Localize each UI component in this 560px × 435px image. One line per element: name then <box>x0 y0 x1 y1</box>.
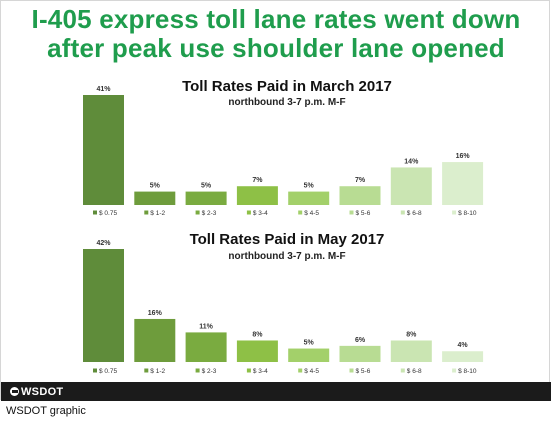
bar-4 <box>236 340 278 362</box>
bar-6 <box>339 345 381 362</box>
headline: I-405 express toll lane rates went down … <box>1 5 551 63</box>
footer-bar: WSDOT <box>1 382 551 401</box>
legend-swatch <box>452 368 457 373</box>
chart-title: Toll Rates Paid in March 2017 <box>182 78 392 95</box>
data-label: 7% <box>355 177 366 184</box>
bar-8 <box>442 162 484 205</box>
data-label: 5% <box>304 183 315 190</box>
bar-8 <box>442 351 484 362</box>
chart-subtitle: northbound 3-7 p.m. M-F <box>228 251 345 262</box>
bar-1 <box>83 95 124 205</box>
legend-label: $ 8-10 <box>458 210 477 217</box>
legend-swatch <box>93 210 97 215</box>
legend-label: $ 1-2 <box>150 210 165 217</box>
bar-5 <box>288 191 330 205</box>
legend-label: $ 4-5 <box>304 210 319 217</box>
legend-swatch <box>195 210 200 215</box>
legend-swatch <box>298 368 303 373</box>
legend-label: $ 2-3 <box>202 368 217 375</box>
legend-label: $ 0.75 <box>99 210 117 217</box>
bar-7 <box>390 340 432 362</box>
legend-swatch <box>349 210 354 215</box>
data-label: 41% <box>96 86 111 93</box>
legend-label: $ 6-8 <box>407 210 422 217</box>
legend-swatch <box>452 210 457 215</box>
legend-label: $ 4-5 <box>304 368 319 375</box>
image-caption: WSDOT graphic <box>6 405 86 417</box>
bar-3 <box>185 191 227 205</box>
charts-canvas: Toll Rates Paid in March 2017 northbound … <box>83 78 484 375</box>
legend-label: $ 1-2 <box>150 368 165 375</box>
wsdot-logo-icon <box>10 387 19 396</box>
data-label: 16% <box>148 310 163 317</box>
legend-label: $ 3-4 <box>253 210 268 217</box>
legend-swatch <box>144 368 149 373</box>
data-label: 5% <box>150 183 161 190</box>
data-label: 5% <box>201 183 212 190</box>
legend-swatch <box>400 368 405 373</box>
legend-swatch <box>93 368 97 373</box>
legend-label: $ 0.75 <box>99 368 117 375</box>
wsdot-logo-text: WSDOT <box>21 385 64 398</box>
data-label: 14% <box>404 158 419 165</box>
legend-swatch <box>349 368 354 373</box>
data-label: 8% <box>406 331 417 338</box>
bar-3 <box>185 332 227 362</box>
bar-1 <box>83 249 124 362</box>
chart-subtitle: northbound 3-7 p.m. M-F <box>228 97 345 108</box>
headline-line-2: after peak use shoulder lane opened <box>47 33 505 63</box>
legend-swatch <box>298 210 303 215</box>
bar-7 <box>390 167 432 205</box>
bar-5 <box>288 348 330 362</box>
data-label: 4% <box>458 342 469 349</box>
legend-label: $ 5-6 <box>356 368 371 375</box>
bar-2 <box>134 318 176 362</box>
data-label: 5% <box>304 340 315 347</box>
legend-swatch <box>144 210 149 215</box>
legend-swatch <box>400 210 405 215</box>
legend-label: $ 8-10 <box>458 368 477 375</box>
wsdot-logo: WSDOT <box>10 385 63 398</box>
data-label: 42% <box>96 240 111 247</box>
infographic-card: I-405 express toll lane rates went down … <box>0 0 551 401</box>
data-label: 6% <box>355 337 366 344</box>
legend-label: $ 2-3 <box>202 210 217 217</box>
data-label: 7% <box>252 177 263 184</box>
legend-swatch <box>195 368 200 373</box>
data-label: 8% <box>252 331 263 338</box>
headline-line-1: I-405 express toll lane rates went down <box>31 4 521 34</box>
data-label: 16% <box>456 153 471 160</box>
chart-title: Toll Rates Paid in May 2017 <box>190 231 385 248</box>
legend-swatch <box>246 210 251 215</box>
bar-4 <box>236 186 278 205</box>
legend-label: $ 5-6 <box>356 210 371 217</box>
legend-swatch <box>246 368 251 373</box>
legend-label: $ 3-4 <box>253 368 268 375</box>
legend-label: $ 6-8 <box>407 368 422 375</box>
bar-6 <box>339 186 381 205</box>
bar-2 <box>134 191 176 205</box>
data-label: 11% <box>199 323 213 330</box>
